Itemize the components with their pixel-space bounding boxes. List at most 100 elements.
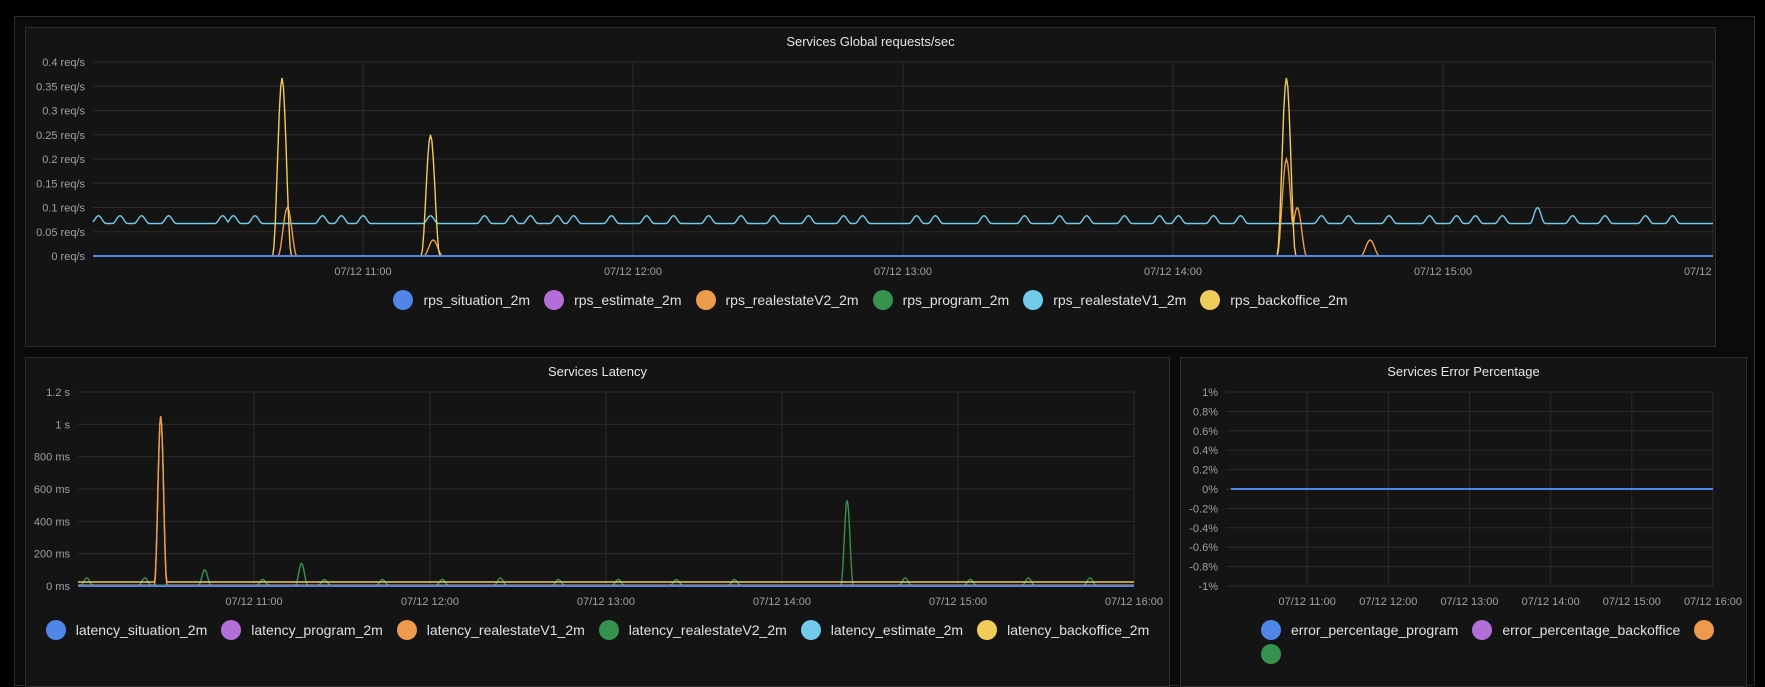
y-tick-label: 200 ms [34, 549, 71, 561]
legend-swatch [872, 290, 893, 310]
latency-chart[interactable]: 0 ms 200 ms 400 ms 600 ms 800 ms 1 s 1.2 s 07/1… [26, 358, 1170, 687]
legend-item[interactable]: latency_realestateV1_2m [396, 620, 585, 640]
y-tick-label: 1% [1202, 387, 1218, 399]
panel-title: Services Global requests/sec [786, 34, 955, 49]
x-tick-label: 07/12 13:00 [1440, 596, 1498, 608]
y-tick-label: 1.2 s [46, 387, 70, 399]
x-tick-label: 07/12 14:00 [1522, 596, 1580, 608]
y-tick-label: 0.2 req/s [42, 154, 85, 166]
legend-label: rps_realestateV1_2m [1053, 292, 1187, 308]
y-tick-label: 0% [1202, 484, 1218, 496]
legend-label: latency_backoffice_2m [1007, 622, 1150, 638]
legend-swatch [977, 620, 998, 640]
legend-label: latency_realestateV1_2m [426, 622, 585, 638]
legend-item[interactable] [1694, 620, 1724, 640]
error-panel: Services Error Percentage -1% -0.8% -0.6% -… [1180, 357, 1747, 687]
rps-chart[interactable]: 0 req/s 0.05 req/s 0.1 req/s 0.15 req/s 0.2 … [26, 28, 1716, 347]
latency-panel: Services Latency 0 ms 200 ms 400 ms 600 ms 8… [25, 357, 1170, 687]
error-chart[interactable]: -1% -0.8% -0.6% -0.4% -0.2% 0% 0.2% 0.4% 0.6% 0.8… [1181, 358, 1747, 687]
legend-swatch [1694, 620, 1715, 640]
y-tick-label: 0.1 req/s [42, 203, 85, 215]
x-tick-label: 07/12 14:00 [753, 596, 811, 608]
legend-label: latency_situation_2m [75, 622, 208, 638]
error-legend: error_percentage_program error_percentage… [1201, 620, 1726, 664]
legend-label: rps_backoffice_2m [1230, 292, 1348, 308]
y-tick-label: -1% [1198, 581, 1218, 593]
y-tick-label: -0.4% [1189, 523, 1218, 535]
legend-swatch [393, 290, 414, 310]
y-tick-label: 0.35 req/s [36, 81, 85, 93]
y-tick-label: 0.6% [1193, 426, 1218, 438]
legend-item[interactable]: latency_realestateV2_2m [598, 620, 787, 640]
legend-label: rps_realestateV2_2m [725, 292, 859, 308]
legend-swatch [221, 620, 242, 640]
legend-swatch [598, 620, 619, 640]
legend-swatch [396, 620, 417, 640]
x-tick-label: 07/12 12:00 [604, 266, 662, 278]
legend-item[interactable]: error_percentage_program [1261, 620, 1458, 640]
x-tick-label: 07/12 15:00 [929, 596, 987, 608]
y-tick-label: 0.2% [1193, 465, 1218, 477]
x-tick-label: 07/12 14:00 [1144, 266, 1202, 278]
legend-label: rps_situation_2m [423, 292, 531, 308]
rps-legend: rps_situation_2m rps_estimate_2m rps_reale… [26, 290, 1715, 310]
legend-label: rps_estimate_2m [574, 292, 682, 308]
panel-title: Services Latency [548, 364, 647, 379]
legend-item[interactable]: error_percentage_backoffice [1472, 620, 1680, 640]
legend-swatch [800, 620, 821, 640]
y-tick-label: 0 ms [46, 581, 70, 593]
x-tick-label: 07/12 12:00 [401, 596, 459, 608]
legend-swatch [45, 620, 66, 640]
legend-label: rps_program_2m [902, 292, 1010, 308]
x-tick-label: 07/12 13:00 [874, 266, 932, 278]
y-tick-label: 0 req/s [51, 251, 85, 263]
x-tick-label: 07/12 16:00 [1684, 596, 1742, 608]
legend-item[interactable]: rps_situation_2m [393, 290, 530, 310]
x-tick-label: 07/12 13:00 [577, 596, 635, 608]
y-tick-label: 600 ms [34, 484, 71, 496]
y-tick-label: -0.2% [1189, 503, 1218, 515]
y-tick-label: 800 ms [34, 452, 71, 464]
legend-item[interactable]: latency_estimate_2m [800, 620, 964, 640]
y-tick-label: 0.8% [1193, 406, 1218, 418]
legend-swatch [1472, 620, 1493, 640]
y-tick-label: 0.25 req/s [36, 130, 85, 142]
legend-item[interactable]: rps_estimate_2m [544, 290, 682, 310]
legend-swatch [1200, 290, 1221, 310]
legend-swatch [1023, 290, 1044, 310]
legend-label: error_percentage_program [1291, 622, 1459, 638]
legend-item[interactable]: rps_realestateV1_2m [1023, 290, 1186, 310]
series-line-latency_backoffice_2m[interactable] [78, 416, 1134, 583]
y-tick-label: 1 s [55, 419, 70, 431]
y-tick-label: 0.3 req/s [42, 106, 85, 118]
series-line-rps_realestateV1_2m[interactable] [92, 206, 1713, 225]
legend-item[interactable]: rps_backoffice_2m [1200, 290, 1348, 310]
x-tick-label: 07/12 15:00 [1603, 596, 1661, 608]
x-tick-label: 07/12 11:00 [225, 596, 282, 608]
legend-item[interactable]: latency_situation_2m [45, 620, 208, 640]
legend-item[interactable]: latency_backoffice_2m [977, 620, 1149, 640]
legend-item[interactable]: rps_program_2m [872, 290, 1010, 310]
legend-item[interactable]: latency_program_2m [221, 620, 383, 640]
legend-swatch [695, 290, 716, 310]
y-tick-label: 400 ms [34, 516, 71, 528]
legend-item[interactable]: rps_realestateV2_2m [695, 290, 859, 310]
legend-label: latency_estimate_2m [830, 622, 964, 638]
y-tick-label: 0.15 req/s [36, 178, 85, 190]
legend-label: latency_program_2m [251, 622, 383, 638]
latency-legend: latency_situation_2m latency_program_2m la… [26, 620, 1169, 640]
x-tick-label: 07/12 16:00 [1684, 266, 1716, 278]
x-tick-label: 07/12 12:00 [1359, 596, 1417, 608]
legend-swatch [1261, 620, 1281, 640]
rps-panel: Services Global requests/sec 0 req/s 0.05… [25, 27, 1716, 347]
legend-swatch [544, 290, 565, 310]
x-tick-label: 07/12 11:00 [334, 266, 391, 278]
x-tick-label: 07/12 15:00 [1414, 266, 1472, 278]
y-tick-label: -0.8% [1189, 562, 1218, 574]
y-tick-label: 0.4 req/s [42, 57, 85, 69]
legend-item[interactable] [1261, 644, 1291, 664]
x-tick-label: 07/12 11:00 [1279, 596, 1336, 608]
legend-label: latency_realestateV2_2m [628, 622, 787, 638]
y-tick-label: -0.6% [1189, 542, 1218, 554]
x-tick-label: 07/12 16:00 [1105, 596, 1163, 608]
